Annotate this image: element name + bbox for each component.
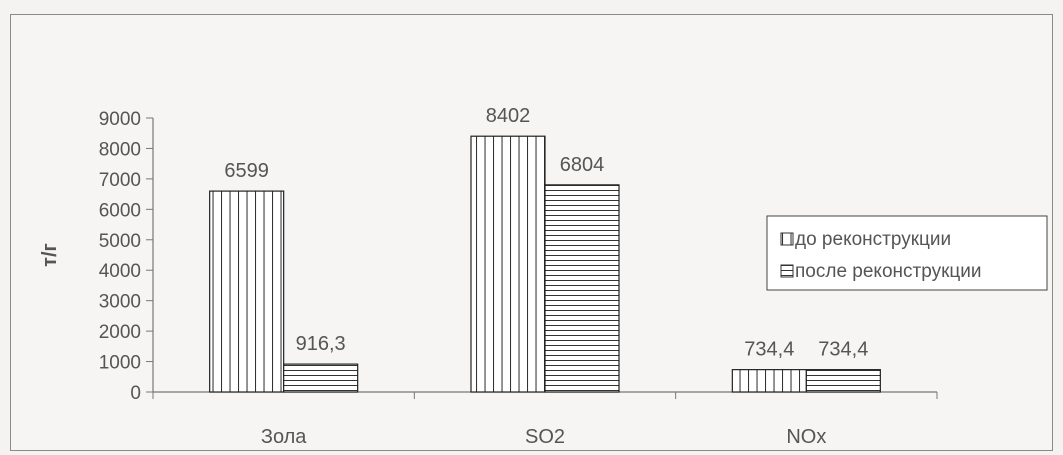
x-category-label: SO2 bbox=[525, 426, 565, 448]
y-tick-label: 9000 bbox=[99, 109, 141, 130]
legend: до реконструкции после реконструкции bbox=[766, 215, 1048, 291]
data-label: 8402 bbox=[486, 105, 531, 127]
bar bbox=[209, 190, 285, 393]
legend-swatch-before bbox=[780, 232, 794, 246]
data-label: 734,4 bbox=[818, 339, 868, 361]
y-ticks: 0 1000 2000 3000 4000 5000 6000 7000 8000 9000 bbox=[99, 109, 153, 404]
bar bbox=[544, 184, 620, 393]
y-tick-label: 4000 bbox=[99, 261, 141, 282]
x-labels: Зола SO2 NOx bbox=[261, 426, 826, 448]
bar bbox=[731, 369, 807, 393]
legend-swatch-after bbox=[780, 264, 794, 278]
x-category-label: Зола bbox=[261, 426, 307, 448]
y-tick-label: 3000 bbox=[99, 292, 141, 313]
x-category-label: NOx bbox=[786, 426, 826, 448]
y-tick-label: 6000 bbox=[99, 200, 141, 221]
y-tick-label: 5000 bbox=[99, 231, 141, 252]
bars bbox=[209, 135, 881, 393]
y-tick-label: 8000 bbox=[99, 139, 141, 160]
data-label: 916,3 bbox=[296, 333, 346, 355]
y-tick-label: 0 bbox=[130, 383, 141, 404]
data-label: 6599 bbox=[224, 160, 269, 182]
bar bbox=[805, 369, 881, 393]
data-label: 6804 bbox=[560, 154, 605, 176]
bar bbox=[283, 363, 359, 393]
data-labels: 6599 916,3 8402 6804 734,4 734,4 bbox=[224, 105, 868, 360]
y-axis-label: т/г bbox=[39, 243, 61, 267]
legend-label-after: после реконструкции bbox=[795, 261, 981, 282]
data-label: 734,4 bbox=[744, 339, 794, 361]
legend-box bbox=[766, 215, 1048, 291]
bar bbox=[470, 135, 546, 393]
y-tick-label: 2000 bbox=[99, 322, 141, 343]
y-tick-label: 1000 bbox=[99, 353, 141, 374]
y-tick-label: 7000 bbox=[99, 170, 141, 191]
legend-label-before: до реконструкции bbox=[795, 229, 951, 250]
